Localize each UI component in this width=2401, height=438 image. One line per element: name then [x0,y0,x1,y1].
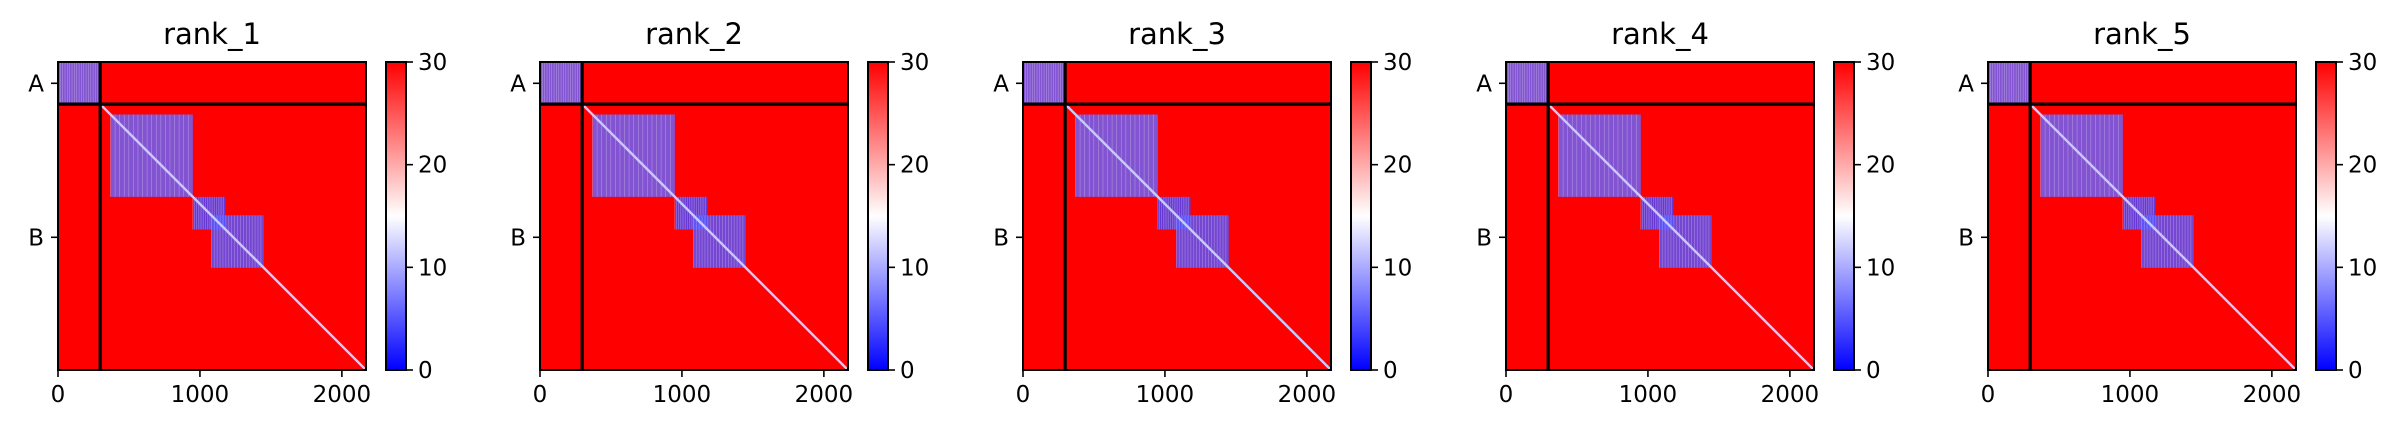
colorbar [1834,62,1854,370]
x-tick-label: 2000 [795,382,854,408]
colorbar-tick-label: 10 [1383,255,1412,281]
panel-title: rank_1 [163,17,261,51]
colorbar-tick-label: 0 [2348,358,2363,384]
y-tick-label: B [510,225,526,251]
heatmap-panel: rank_2 0 1000 2000 A B 0 10 20 30 [510,17,929,408]
colorbar-tick-label: 0 [1866,358,1881,384]
diagonal-line [1547,103,1815,371]
low-distance-block [58,62,101,105]
colorbar-tick-label: 30 [2348,50,2377,76]
colorbar-tick-label: 10 [418,255,447,281]
y-tick-label: A [510,71,526,97]
colorbar-tick-label: 30 [1866,50,1895,76]
diagonal-line [2029,103,2297,371]
panel-title: rank_5 [2093,17,2191,51]
colorbar-tick-label: 20 [2348,153,2377,179]
low-distance-block [540,62,583,105]
y-tick-label: A [1476,71,1492,97]
diagonal-line [1064,103,1332,371]
low-distance-block [1023,62,1066,105]
diagonal-line [99,103,367,371]
colorbar [1351,62,1371,370]
x-tick-label: 1000 [171,382,230,408]
x-tick-label: 2000 [2243,382,2302,408]
y-tick-label: B [1476,225,1492,251]
panel-title: rank_2 [645,17,743,51]
colorbar-tick-label: 20 [1383,153,1412,179]
axes-frame [1505,61,1815,371]
colorbar [2316,62,2336,370]
colorbar-tick-label: 30 [418,50,447,76]
x-tick-label: 0 [51,382,66,408]
colorbar-frame [1350,61,1372,371]
x-tick-label: 0 [1499,382,1514,408]
y-tick-label: A [28,71,44,97]
colorbar-tick-label: 10 [900,255,929,281]
heatmap-panel: rank_5 0 1000 2000 A B 0 10 20 30 [1958,17,2377,408]
x-tick-label: 2000 [1278,382,1337,408]
axes-frame [1022,61,1332,371]
heatmap-panel: rank_4 0 1000 2000 A B 0 10 20 30 [1476,17,1895,408]
y-tick-label: A [993,71,1009,97]
x-tick-label: 1000 [2101,382,2160,408]
y-tick-label: B [28,225,44,251]
low-distance-block [1506,62,1549,105]
colorbar-frame [867,61,889,371]
heatmap-panel: rank_3 0 1000 2000 A B 0 10 20 30 [993,17,1412,408]
diagonal-line [581,103,849,371]
panel-title: rank_3 [1128,17,1226,51]
colorbar-tick-label: 30 [900,50,929,76]
colorbar-tick-label: 0 [1383,358,1398,384]
panel-title: rank_4 [1611,17,1709,51]
colorbar [386,62,406,370]
colorbar-frame [2315,61,2337,371]
y-tick-label: A [1958,71,1974,97]
axes-frame [1987,61,2297,371]
colorbar-frame [385,61,407,371]
x-tick-label: 1000 [1136,382,1195,408]
x-tick-label: 0 [533,382,548,408]
colorbar-tick-label: 10 [2348,255,2377,281]
y-tick-label: B [993,225,1009,251]
axes-frame [539,61,849,371]
colorbar-tick-label: 20 [1866,153,1895,179]
x-tick-label: 1000 [653,382,712,408]
low-distance-block [1988,62,2031,105]
colorbar-tick-label: 0 [900,358,915,384]
heatmap-panel: rank_1 0 1000 2000 A B 0 10 20 30 [28,17,447,408]
colorbar-tick-label: 10 [1866,255,1895,281]
colorbar-frame [1833,61,1855,371]
colorbar [868,62,888,370]
colorbar-tick-label: 0 [418,358,433,384]
colorbar-tick-label: 30 [1383,50,1412,76]
x-tick-label: 2000 [1761,382,1820,408]
axes-frame [57,61,367,371]
colorbar-tick-label: 20 [418,153,447,179]
x-tick-label: 0 [1016,382,1031,408]
y-tick-label: B [1958,225,1974,251]
x-tick-label: 2000 [313,382,372,408]
colorbar-tick-label: 20 [900,153,929,179]
x-tick-label: 0 [1981,382,1996,408]
x-tick-label: 1000 [1619,382,1678,408]
